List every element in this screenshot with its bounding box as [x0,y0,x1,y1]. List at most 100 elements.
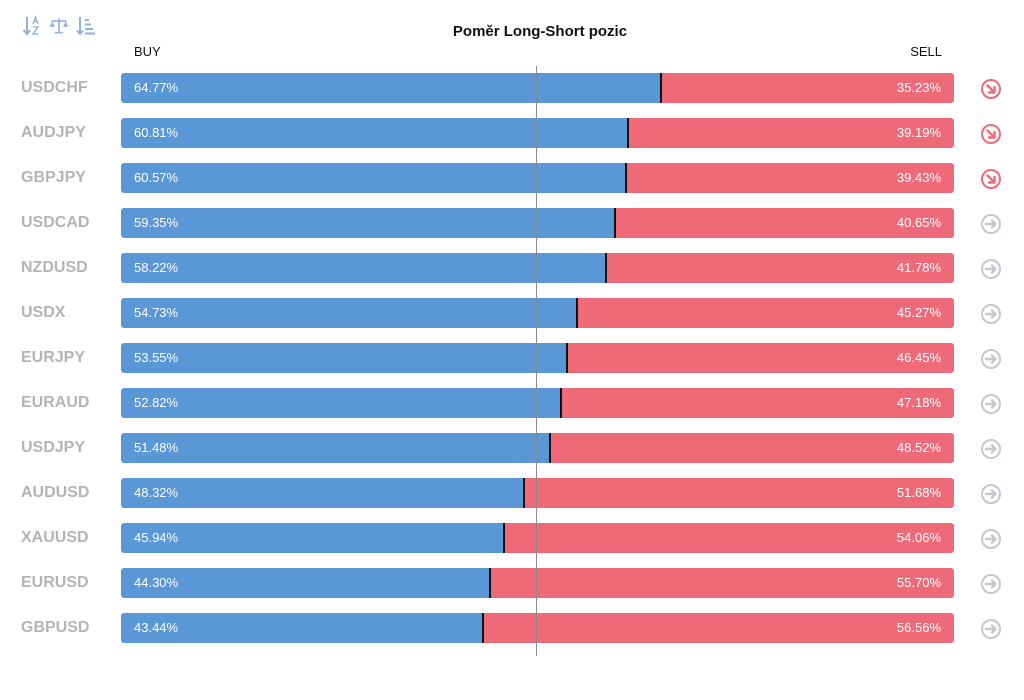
sell-bar [504,523,954,553]
arrow-right-icon[interactable] [980,528,1002,550]
sell-bar [628,118,954,148]
symbol-label[interactable]: XAUUSD [21,529,89,546]
buy-bar [121,343,567,373]
split-marker [482,613,484,643]
sell-bar [524,478,954,508]
ratio-bar: 64.77% 35.23% [121,73,954,103]
buy-value: 54.73% [134,305,179,320]
ratio-row: XAUUSD 45.94% 54.06% [0,523,1024,553]
sell-value: 45.27% [896,305,941,320]
symbol-label[interactable]: GBPUSD [21,619,90,636]
split-marker [503,523,505,553]
symbol-label[interactable]: AUDUSD [21,484,90,501]
buy-value: 60.81% [134,125,179,140]
ratio-row: USDCAD 59.35% 40.65% [0,208,1024,238]
symbol-label[interactable]: USDX [21,304,66,321]
symbol-label[interactable]: GBPJPY [21,169,86,186]
sell-value: 47.18% [896,395,941,410]
buy-bar [121,613,483,643]
sell-bar [567,343,954,373]
sell-bar [626,163,954,193]
buy-bar [121,118,628,148]
symbol-label[interactable]: USDJPY [21,439,86,456]
buy-bar [121,568,490,598]
ratio-row: EURUSD 44.30% 55.70% [0,568,1024,598]
sell-value: 35.23% [896,80,941,95]
ratio-bar: 51.48% 48.52% [121,433,954,463]
buy-value: 51.48% [134,440,179,455]
buy-value: 58.22% [134,260,179,275]
sell-value: 54.06% [896,530,941,545]
symbol-label[interactable]: EURUSD [21,574,89,591]
sell-value: 56.56% [896,620,941,635]
balance-scale-icon[interactable] [49,14,69,38]
ratio-bar: 53.55% 46.45% [121,343,954,373]
toolbar [22,14,96,38]
arrow-right-icon[interactable] [980,573,1002,595]
symbol-label[interactable]: EURAUD [21,394,90,411]
buy-value: 44.30% [134,575,179,590]
ratio-row: AUDUSD 48.32% 51.68% [0,478,1024,508]
center-line [536,66,537,656]
ratio-row: USDCHF 64.77% 35.23% [0,73,1024,103]
buy-bar [121,253,606,283]
buy-value: 59.35% [134,215,179,230]
arrow-right-icon[interactable] [980,393,1002,415]
arrow-down-right-icon[interactable] [980,78,1002,100]
symbol-label[interactable]: NZDUSD [21,259,88,276]
arrow-right-icon[interactable] [980,258,1002,280]
arrow-right-icon[interactable] [980,618,1002,640]
arrow-down-right-icon[interactable] [980,123,1002,145]
sell-value: 55.70% [896,575,941,590]
ratio-row: USDJPY 51.48% 48.52% [0,433,1024,463]
ratio-bar: 48.32% 51.68% [121,478,954,508]
buy-header: BUY [134,44,161,59]
sell-value: 40.65% [896,215,941,230]
sell-bar [483,613,954,643]
buy-value: 53.55% [134,350,179,365]
buy-value: 64.77% [134,80,179,95]
ratio-row: USDX 54.73% 45.27% [0,298,1024,328]
buy-value: 45.94% [134,530,179,545]
ratio-bar: 54.73% 45.27% [121,298,954,328]
buy-value: 43.44% [134,620,179,635]
ratio-bar: 60.81% 39.19% [121,118,954,148]
sort-alpha-icon[interactable] [22,14,42,38]
split-marker [627,118,629,148]
ratio-bar: 60.57% 39.43% [121,163,954,193]
ratio-bar: 44.30% 55.70% [121,568,954,598]
arrow-down-right-icon[interactable] [980,168,1002,190]
symbol-label[interactable]: EURJPY [21,349,86,366]
split-marker [576,298,578,328]
sell-value: 39.19% [896,125,941,140]
split-marker [660,73,662,103]
chart-title: Poměr Long-Short pozic [452,23,628,40]
arrow-right-icon[interactable] [980,348,1002,370]
ratio-row: NZDUSD 58.22% 41.78% [0,253,1024,283]
sell-value: 46.45% [896,350,941,365]
sort-list-icon[interactable] [76,14,96,38]
arrow-right-icon[interactable] [980,303,1002,325]
sell-bar [661,73,954,103]
symbol-label[interactable]: AUDJPY [21,124,86,141]
sell-header: SELL [910,44,942,59]
ratio-bar: 59.35% 40.65% [121,208,954,238]
arrow-right-icon[interactable] [980,438,1002,460]
sell-value: 48.52% [896,440,941,455]
sell-value: 39.43% [896,170,941,185]
buy-bar [121,523,504,553]
arrow-right-icon[interactable] [980,483,1002,505]
buy-value: 60.57% [134,170,179,185]
symbol-label[interactable]: USDCAD [21,214,90,231]
buy-bar [121,433,550,463]
sell-bar [577,298,954,328]
buy-bar [121,478,524,508]
buy-value: 52.82% [134,395,179,410]
sell-bar [561,388,954,418]
ratio-bar: 43.44% 56.56% [121,613,954,643]
ratio-row: EURAUD 52.82% 47.18% [0,388,1024,418]
arrow-right-icon[interactable] [980,213,1002,235]
symbol-label[interactable]: USDCHF [21,79,88,96]
ratio-bar: 52.82% 47.18% [121,388,954,418]
sell-value: 51.68% [896,485,941,500]
